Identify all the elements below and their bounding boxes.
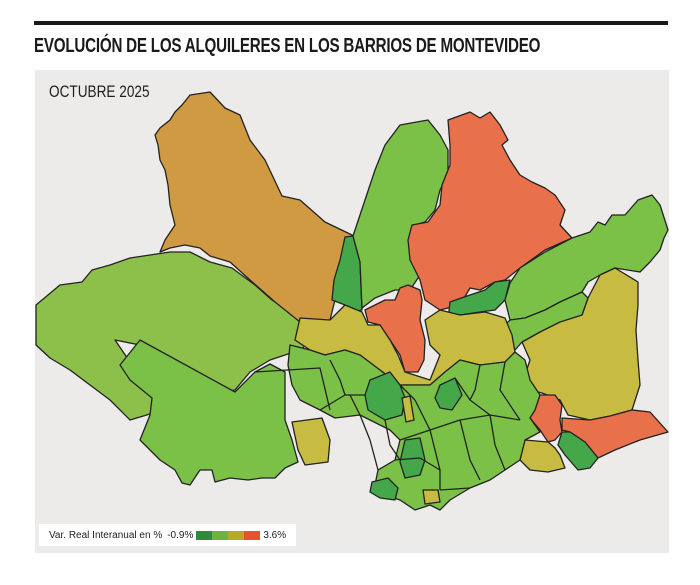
region-central-darkgreen-1 bbox=[364, 371, 406, 421]
legend-max-label: 3.6% bbox=[263, 529, 287, 541]
region-north-red bbox=[407, 111, 573, 311]
page-title: EVOLUCIÓN DE LOS ALQUILERES EN LOS BARRI… bbox=[34, 34, 541, 57]
region-sw-coastal-darkgreen bbox=[369, 477, 399, 501]
barrio-borders bbox=[254, 359, 521, 491]
montevideo-map bbox=[35, 91, 669, 511]
region-central-olive-block bbox=[401, 395, 415, 423]
legend-color-bar bbox=[196, 530, 261, 540]
region-northeast-green bbox=[504, 194, 669, 321]
region-southeast-olive bbox=[519, 439, 566, 473]
legend-swatch-4 bbox=[244, 530, 261, 540]
legend-swatch-3 bbox=[228, 530, 245, 540]
legend-label: Var. Real Interanual en % bbox=[49, 529, 163, 541]
legend: Var. Real Interanual en % -0.9% 3.6% bbox=[39, 524, 297, 546]
region-southwest bbox=[119, 339, 299, 486]
region-northwest-ochre bbox=[154, 91, 356, 331]
top-rule bbox=[34, 21, 668, 25]
map-panel: OCTUBRE 2025 bbox=[35, 70, 669, 553]
region-west bbox=[35, 251, 319, 421]
legend-swatch-2 bbox=[212, 530, 229, 540]
region-central-red-strip bbox=[364, 284, 426, 373]
region-sw-olive bbox=[291, 417, 331, 466]
region-east-coastal-darkgreen bbox=[557, 431, 599, 471]
legend-swatch-1 bbox=[196, 530, 213, 540]
region-south-olive-block bbox=[422, 489, 441, 505]
map-subtitle: OCTUBRE 2025 bbox=[49, 82, 150, 101]
legend-min-label: -0.9% bbox=[167, 529, 194, 541]
